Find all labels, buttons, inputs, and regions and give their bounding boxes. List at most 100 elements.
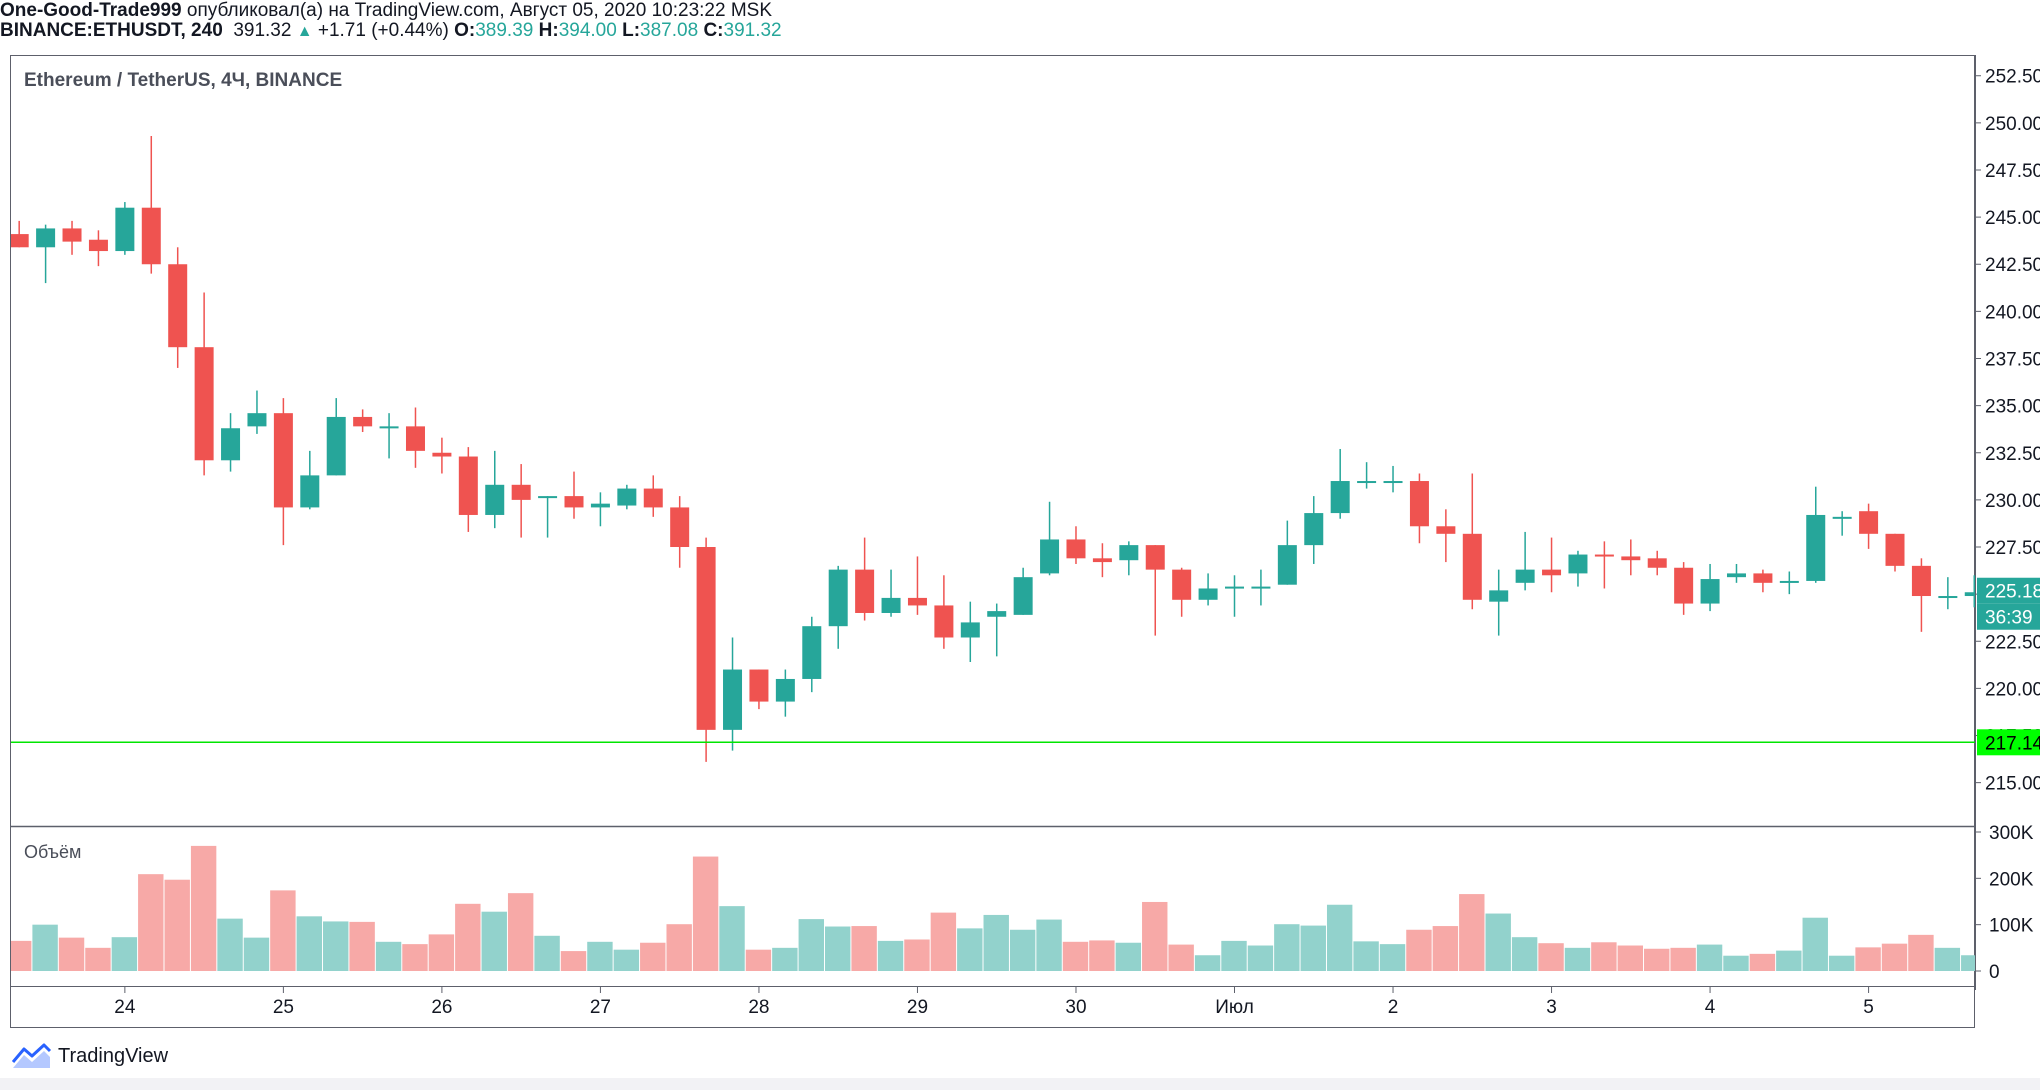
- candle-body: [564, 496, 584, 508]
- candle-body: [907, 597, 927, 606]
- tradingview-logo[interactable]: TradingView: [12, 1042, 168, 1070]
- candle: [696, 537, 716, 762]
- candle: [564, 471, 584, 519]
- candle: [855, 537, 875, 621]
- candle-body: [643, 488, 663, 508]
- candle: [273, 398, 293, 546]
- candle-body: [617, 488, 637, 506]
- volume-bar: [745, 949, 772, 971]
- volume-bar: [1221, 940, 1247, 971]
- volume-bar: [190, 845, 217, 971]
- candle: [353, 409, 373, 433]
- volume-bar: [402, 944, 428, 971]
- price-tick-label: 222.50: [1985, 632, 2040, 653]
- footer-bar: [0, 1078, 2040, 1090]
- volume-bar: [613, 949, 640, 971]
- candle-body: [273, 413, 293, 508]
- candle: [1621, 539, 1641, 576]
- candle-body: [1409, 481, 1429, 527]
- candle-body: [802, 626, 822, 679]
- candle-body: [511, 484, 531, 500]
- time-tick-label: 5: [1863, 997, 1874, 1018]
- time-tick-label: 2: [1388, 997, 1399, 1018]
- candle: [511, 464, 531, 538]
- volume-bar: [1908, 934, 1934, 971]
- candle: [1119, 541, 1139, 576]
- candle-body: [1753, 573, 1773, 583]
- candle-body: [1885, 533, 1905, 566]
- volume-bar: [243, 937, 270, 971]
- open-value: 389.39: [475, 20, 534, 41]
- tradingview-brand-name: TradingView: [58, 1044, 169, 1067]
- candle: [485, 450, 505, 529]
- volume-bar: [666, 924, 692, 971]
- volume-bar: [1591, 942, 1617, 971]
- candle: [1515, 531, 1535, 591]
- candle-body: [775, 678, 795, 702]
- symbol-name: BINANCE:ETHUSDT, 240: [0, 20, 223, 41]
- candle: [221, 413, 241, 472]
- price-tick-label: 227.50: [1985, 538, 2040, 559]
- volume-bar: [1379, 944, 1406, 971]
- candle-body: [379, 426, 399, 429]
- time-tick-label: 28: [748, 997, 769, 1018]
- candle-body: [670, 507, 690, 548]
- chart-title: Ethereum / TetherUS, 4Ч, BINANCE: [24, 70, 342, 91]
- candle-body: [1462, 533, 1482, 600]
- tradingview-logo-icon: [12, 1043, 52, 1068]
- candle-body: [1383, 481, 1403, 484]
- price-tick-label: 245.00: [1985, 208, 2040, 229]
- candle: [987, 603, 1007, 657]
- volume-bar: [349, 921, 375, 971]
- candle-body: [1172, 569, 1192, 600]
- time-axis[interactable]: 24 25 26 27 28 29 30 Июл 2 3 4 5: [114, 987, 1874, 1018]
- candle-body: [1092, 558, 1112, 563]
- price-tick-label: 237.50: [1985, 349, 2040, 370]
- volume-bar: [1194, 955, 1221, 971]
- candle: [11, 220, 29, 248]
- price-tick-label: 242.50: [1985, 255, 2040, 276]
- candle-body: [141, 207, 161, 265]
- candle: [1013, 567, 1033, 615]
- candle-body: [62, 228, 82, 242]
- volume-bar: [1749, 953, 1776, 971]
- volume-bar: [481, 911, 507, 971]
- publish-text: опубликовал(а) на TradingView.com, Авгус…: [186, 0, 773, 21]
- time-tick-label: 4: [1705, 997, 1716, 1018]
- candle: [775, 669, 795, 717]
- volume-bar: [904, 939, 930, 971]
- candle: [1145, 545, 1165, 636]
- candle: [643, 475, 663, 517]
- candles: [11, 136, 1975, 762]
- publish-info: One-Good-Trade999 опубликовал(а) на Trad…: [0, 0, 772, 22]
- candle-body: [1489, 590, 1509, 602]
- candle-body: [1726, 573, 1746, 578]
- candle-body: [353, 416, 373, 427]
- candle: [1938, 577, 1958, 610]
- candle-body: [590, 503, 610, 508]
- volume-axis[interactable]: 0 100K 200K 300K: [1975, 823, 2034, 983]
- price-tick-label: 252.50: [1985, 67, 2040, 88]
- candle: [1462, 473, 1482, 610]
- candle-body: [1145, 545, 1165, 570]
- volume-tick-label: 0: [1989, 962, 2000, 983]
- open-label: O:: [454, 20, 476, 41]
- time-tick-label: 26: [431, 997, 452, 1018]
- candle-body: [1330, 481, 1350, 514]
- volume-bar: [58, 937, 85, 971]
- volume-bar: [1459, 894, 1485, 971]
- volume-bar: [851, 926, 877, 971]
- price-axis[interactable]: 215.00217.50220.00222.50225.00227.50230.…: [1975, 67, 2040, 795]
- volume-bar: [798, 919, 824, 971]
- candle: [194, 292, 214, 476]
- volume-bar: [1300, 925, 1326, 971]
- candle-body: [1832, 516, 1852, 519]
- candle-body: [1674, 567, 1694, 604]
- volume-bar: [957, 928, 983, 971]
- candle: [88, 230, 108, 267]
- volume-bar: [1696, 944, 1723, 971]
- candle: [617, 484, 637, 510]
- author-name[interactable]: One-Good-Trade999: [0, 0, 182, 21]
- candle-body: [1938, 596, 1958, 599]
